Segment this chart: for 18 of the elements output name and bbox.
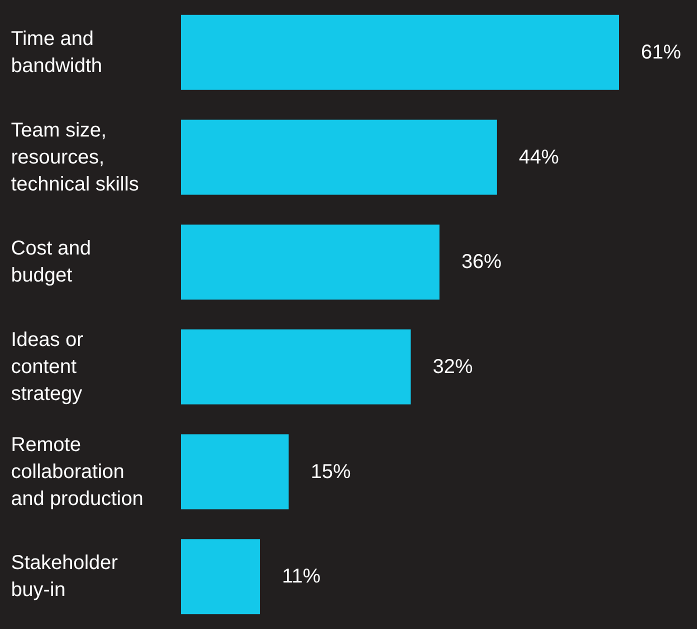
y-tick-label: Ideas or content strategy	[11, 328, 84, 405]
y-tick-label: Team size, resources, technical skills	[11, 119, 139, 196]
bar	[181, 120, 497, 195]
y-tick-label: Cost and budget	[11, 238, 92, 287]
bar	[181, 329, 411, 404]
data-label: 11%	[282, 566, 321, 588]
bar	[181, 539, 260, 614]
y-tick-label: Stakeholder buy-in	[11, 552, 118, 602]
data-label: 44%	[518, 146, 560, 168]
data-label: 61%	[641, 41, 682, 64]
bar	[181, 14, 619, 90]
data-label: 15%	[310, 460, 351, 483]
data-label: 36%	[461, 251, 502, 274]
y-tick-label: Remote collaboration and production	[11, 434, 144, 510]
bar	[181, 224, 440, 300]
bar	[181, 434, 289, 510]
data-label: 32%	[432, 356, 474, 378]
y-tick-label: Time and bandwidth	[11, 28, 102, 77]
